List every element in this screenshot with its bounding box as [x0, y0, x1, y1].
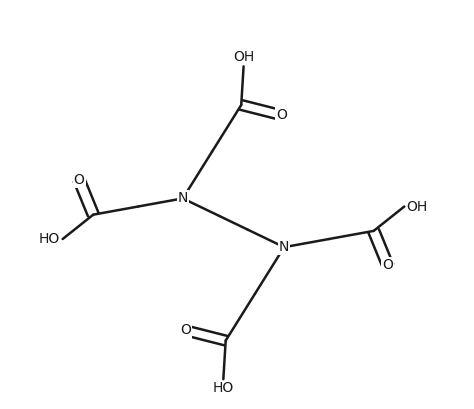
Text: N: N: [178, 191, 188, 205]
Text: O: O: [276, 108, 287, 122]
Text: OH: OH: [233, 50, 254, 64]
Text: N: N: [279, 240, 289, 254]
Text: O: O: [383, 258, 393, 272]
Text: O: O: [73, 173, 84, 187]
Text: O: O: [180, 324, 191, 337]
Text: HO: HO: [39, 232, 60, 246]
Text: HO: HO: [213, 381, 234, 395]
Text: OH: OH: [407, 200, 428, 213]
